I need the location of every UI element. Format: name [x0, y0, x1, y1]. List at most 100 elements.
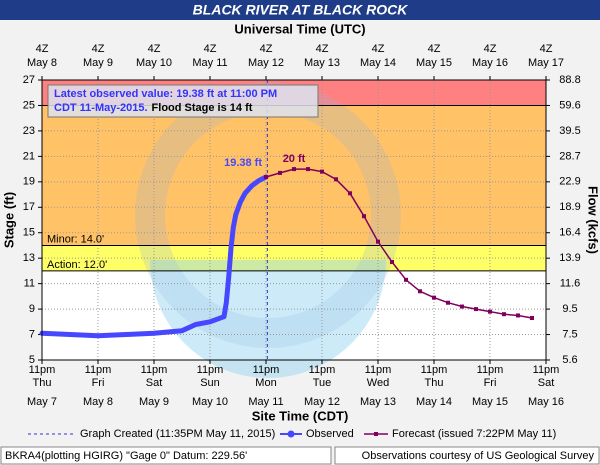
- footer-box: [0, 446, 332, 465]
- x-tick-label: Sat: [538, 377, 555, 389]
- x-tick-label: 11pm: [29, 364, 56, 376]
- legend-label: Graph Created (11:35PM May 11, 2015): [80, 428, 275, 440]
- y-tick-label: 11: [24, 278, 35, 290]
- forecast-marker: [320, 169, 324, 174]
- y2-tick-label: 13.9: [559, 252, 580, 264]
- y-tick-label: 9: [29, 303, 35, 315]
- forecast-marker: [460, 304, 464, 309]
- forecast-marker: [390, 260, 394, 264]
- top-axis-title: Universal Time (UTC): [234, 21, 365, 36]
- x-tick-label: 11pm: [309, 364, 336, 376]
- x-tick-label: 11pm: [197, 364, 224, 376]
- y-tick-label: 5: [29, 354, 35, 366]
- y2-tick-label: 11.6: [560, 278, 581, 290]
- y2-tick-label: 7.5: [562, 328, 577, 340]
- x-tick-label: 11pm: [421, 364, 448, 376]
- x-tick-label: 11pm: [85, 364, 112, 376]
- legend-swatch: [287, 430, 295, 438]
- x-tick-label: 11pm: [253, 364, 280, 376]
- watermark: [150, 260, 386, 378]
- title-bar: [0, 0, 600, 20]
- forecast-marker: [334, 177, 338, 182]
- x-tick-label: Fri: [484, 377, 497, 389]
- x2-tick-label: May 16: [472, 57, 508, 69]
- x2-tick-label: 4Z: [204, 43, 217, 55]
- annotation-text: CDT 11-May-2015. Flood Stage is 14 ft: [54, 102, 253, 114]
- x2-tick-label: May 17: [528, 57, 564, 69]
- y-tick-label: 13: [23, 252, 35, 264]
- x2-tick-label: 4Z: [92, 43, 105, 55]
- x-tick-label: May 16: [528, 396, 564, 408]
- threshold-label: Action: 12.0': [47, 259, 107, 271]
- x-tick-label: Thu: [425, 377, 444, 389]
- y2-tick-label: 39.5: [559, 125, 580, 137]
- x2-tick-label: 4Z: [372, 43, 385, 55]
- x-tick-label: 11pm: [533, 364, 560, 376]
- x-tick-label: May 12: [304, 396, 340, 408]
- y2-tick-label: 88.8: [559, 74, 580, 86]
- annotation-text: Flood Stage is 14 ft: [152, 102, 253, 114]
- y-tick-label: 21: [23, 150, 35, 162]
- y2-tick-label: 22.9: [559, 176, 580, 188]
- y2-tick-label: 28.7: [559, 150, 580, 162]
- y2-axis-title: Flow (kcfs): [586, 186, 600, 254]
- x-tick-label: Wed: [367, 377, 389, 389]
- forecast-marker: [418, 289, 422, 294]
- data-label: 20 ft: [283, 153, 306, 165]
- x2-tick-label: 4Z: [540, 43, 553, 55]
- footer-box: [334, 446, 600, 465]
- x2-tick-label: May 12: [248, 57, 284, 69]
- y-tick-label: 19: [23, 176, 35, 188]
- data-label: 19.38 ft: [224, 157, 262, 169]
- y-tick-label: 7: [29, 328, 35, 340]
- x-axis-title: Site Time (CDT): [252, 408, 349, 423]
- x2-tick-label: 4Z: [260, 43, 273, 55]
- x2-tick-label: May 13: [304, 57, 340, 69]
- forecast-marker: [278, 170, 282, 175]
- forecast-marker: [362, 214, 366, 219]
- x-tick-label: 11pm: [477, 364, 504, 376]
- y-tick-label: 23: [23, 125, 35, 137]
- x2-tick-label: May 10: [136, 57, 172, 69]
- x2-tick-label: May 9: [83, 57, 113, 69]
- annotation-text: Latest observed value: 19.38 ft at 11:00…: [54, 88, 277, 100]
- annotation-text: CDT 11-May-2015.: [54, 102, 148, 114]
- forecast-marker: [516, 313, 520, 318]
- forecast-marker: [404, 277, 408, 282]
- x-tick-label: Thu: [33, 377, 52, 389]
- y-tick-label: 15: [23, 227, 35, 239]
- x2-tick-label: 4Z: [484, 43, 497, 55]
- x2-tick-label: 4Z: [148, 43, 161, 55]
- y2-tick-label: 16.4: [559, 227, 580, 239]
- y2-tick-label: 9.5: [562, 303, 577, 315]
- x2-tick-label: May 8: [27, 57, 57, 69]
- x-tick-label: Tue: [313, 377, 332, 389]
- x2-tick-label: May 15: [416, 57, 452, 69]
- threshold-label: Minor: 14.0': [47, 233, 104, 245]
- observed-line: [39, 174, 269, 339]
- plot-frame: [41, 79, 547, 361]
- forecast-marker: [348, 191, 352, 196]
- x2-tick-label: 4Z: [36, 43, 49, 55]
- x-tick-label: May 11: [248, 396, 283, 408]
- y-axis-title: Stage (ft): [1, 192, 16, 248]
- forecast-line: [265, 168, 533, 319]
- x-tick-label: Sun: [200, 377, 220, 389]
- y-tick-label: 27: [23, 74, 35, 86]
- y2-tick-label: 59.6: [559, 99, 580, 111]
- x-tick-label: May 15: [472, 396, 508, 408]
- footer-right: Observations courtesy of US Geological S…: [362, 450, 595, 462]
- x-tick-label: May 8: [83, 396, 113, 408]
- forecast-marker: [530, 316, 534, 320]
- forecast-marker: [376, 239, 380, 244]
- stage-band: [42, 105, 546, 246]
- plot-area: 5 7 9 11 13 15 17 19 21 23 25 27 5.6 7.5 9.5 11.6 13.9 16…: [23, 43, 581, 408]
- x-tick-label: Sat: [146, 377, 163, 389]
- x-tick-label: Mon: [255, 377, 276, 389]
- chart-title: BLACK RIVER AT BLACK ROCK: [193, 2, 409, 18]
- x-tick-label: 11pm: [141, 364, 168, 376]
- y2-tick-label: 18.9: [559, 201, 580, 213]
- y2-tick-label: 5.6: [562, 354, 577, 366]
- forecast-marker: [502, 312, 506, 317]
